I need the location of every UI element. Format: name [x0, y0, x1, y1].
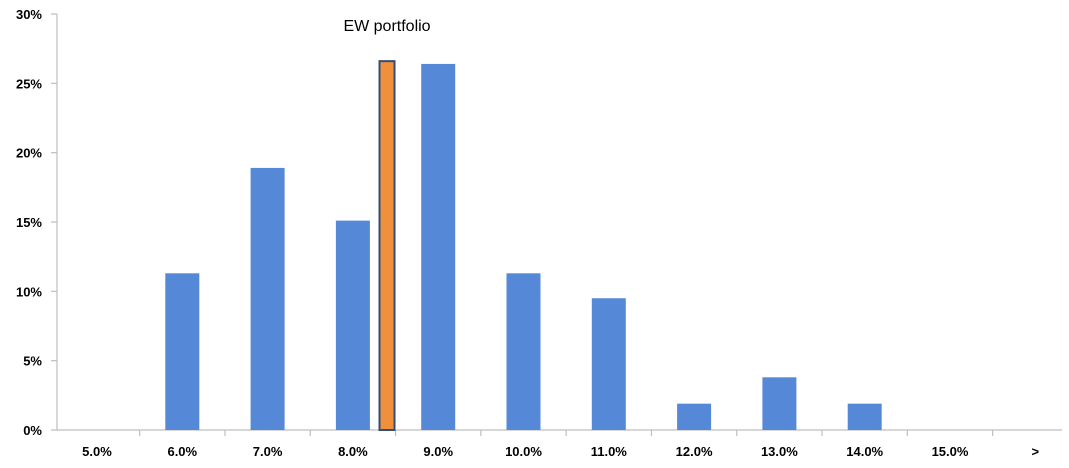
- x-tick-label: 15.0%: [932, 444, 969, 459]
- bar-10.0%: [506, 273, 541, 430]
- x-tick-label: >: [1032, 444, 1040, 459]
- bar-11.0%: [591, 298, 626, 430]
- y-tick-label: 0%: [23, 423, 42, 438]
- x-tick-label: 13.0%: [761, 444, 798, 459]
- highlight-label: EW portfolio: [343, 18, 430, 35]
- bars-group: [165, 63, 882, 431]
- bar-12.0%: [677, 403, 712, 430]
- bar-7.0%: [250, 167, 285, 431]
- x-tick-label: 5.0%: [82, 444, 112, 459]
- y-tick-label: 30%: [16, 7, 42, 22]
- x-axis: 5.0% 6.0% 7.0% 8.0% 9.0% 10.0% 11.0% 12.0% 13.0%…: [57, 429, 1062, 459]
- highlight-group: EW portfolio: [343, 18, 431, 431]
- x-tick-label: 11.0%: [591, 444, 628, 459]
- y-tick-label: 10%: [16, 284, 42, 299]
- x-tick-label: 10.0%: [505, 444, 542, 459]
- x-tick-label: 14.0%: [846, 444, 883, 459]
- bar-9.0%: [421, 63, 456, 431]
- bar-8.0%: [335, 220, 370, 430]
- y-tick-label: 5%: [23, 354, 42, 369]
- highlight-bar: [378, 60, 396, 431]
- y-tick-label: 15%: [16, 215, 42, 230]
- x-tick-label: 6.0%: [167, 444, 197, 459]
- y-tick-label: 25%: [16, 76, 42, 91]
- x-tick-label: 8.0%: [338, 444, 368, 459]
- bar-14.0%: [847, 403, 882, 430]
- y-axis: 0% 5% 10% 15% 20% 25% 30%: [16, 7, 58, 438]
- x-tick-label: 9.0%: [423, 444, 453, 459]
- x-tick-label: 12.0%: [676, 444, 713, 459]
- y-tick-label: 20%: [16, 146, 42, 161]
- bar-6.0%: [165, 273, 200, 430]
- bar-13.0%: [762, 377, 797, 430]
- x-tick-label: 7.0%: [253, 444, 283, 459]
